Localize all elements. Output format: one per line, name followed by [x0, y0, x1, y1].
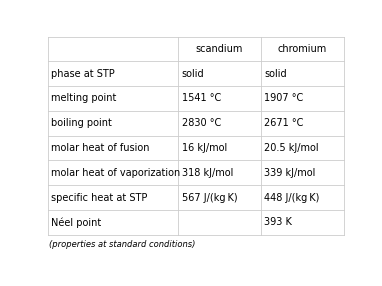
Text: molar heat of vaporization: molar heat of vaporization: [51, 168, 181, 178]
Text: 2830 °C: 2830 °C: [181, 118, 221, 128]
Text: 318 kJ/mol: 318 kJ/mol: [181, 168, 233, 178]
Text: specific heat at STP: specific heat at STP: [51, 192, 148, 202]
Text: chromium: chromium: [278, 44, 327, 54]
Text: 2671 °C: 2671 °C: [264, 118, 304, 128]
Text: 1907 °C: 1907 °C: [264, 94, 304, 104]
Text: 20.5 kJ/mol: 20.5 kJ/mol: [264, 143, 319, 153]
Text: solid: solid: [181, 69, 204, 79]
Text: phase at STP: phase at STP: [51, 69, 115, 79]
Text: 339 kJ/mol: 339 kJ/mol: [264, 168, 316, 178]
Text: 16 kJ/mol: 16 kJ/mol: [181, 143, 227, 153]
Text: molar heat of fusion: molar heat of fusion: [51, 143, 150, 153]
Text: melting point: melting point: [51, 94, 117, 104]
Text: 1541 °C: 1541 °C: [181, 94, 221, 104]
Text: 393 K: 393 K: [264, 217, 292, 227]
Text: boiling point: boiling point: [51, 118, 112, 128]
Text: (properties at standard conditions): (properties at standard conditions): [49, 240, 196, 249]
Text: Néel point: Néel point: [51, 217, 102, 228]
Text: scandium: scandium: [196, 44, 243, 54]
Text: 567 J/(kg K): 567 J/(kg K): [181, 192, 237, 202]
Text: solid: solid: [264, 69, 287, 79]
Text: 448 J/(kg K): 448 J/(kg K): [264, 192, 320, 202]
